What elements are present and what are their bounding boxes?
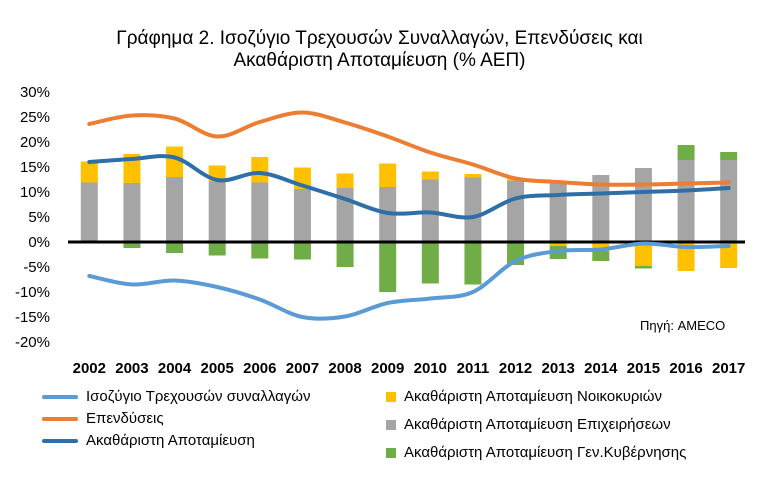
- x-tick-label: 2016: [669, 360, 702, 377]
- bar-corporations: [166, 177, 184, 242]
- chart-title-line2: Ακαθάριστη Αποταμίευση (% ΑΕΠ): [233, 50, 526, 71]
- x-tick-label: 2015: [627, 360, 660, 377]
- bar-government: [677, 145, 695, 160]
- bar-government: [336, 242, 354, 267]
- bar-corporations: [507, 180, 525, 242]
- bar-corporations: [677, 160, 695, 242]
- legend-swatch: [386, 419, 396, 430]
- bar-households: [379, 163, 397, 187]
- x-tick-label: 2013: [542, 360, 575, 377]
- legend-item-corporations: Ακαθάριστη Αποταμίευση Επιχειρήσεων: [386, 416, 671, 433]
- bar-corporations: [464, 177, 482, 242]
- y-tick-label: -20%: [15, 334, 50, 351]
- x-tick-label: 2017: [712, 360, 745, 377]
- legend-label: Ακαθάριστη Αποταμίευση: [86, 432, 255, 449]
- bar-households: [634, 242, 652, 266]
- bar-government: [251, 242, 269, 259]
- bar-households: [677, 242, 695, 271]
- bar-corporations: [123, 183, 141, 242]
- legend-swatch: [386, 447, 396, 458]
- bar-households: [549, 242, 567, 246]
- y-tick-label: 15%: [20, 159, 50, 176]
- x-tick-label: 2009: [371, 360, 404, 377]
- y-tick-label: 30%: [20, 84, 50, 101]
- legend-item-households: Ακαθάριστη Αποταμίευση Νοικοκυριών: [386, 388, 662, 405]
- bar-government: [720, 152, 738, 160]
- bar-households: [251, 157, 269, 183]
- legend-item-government: Ακαθάριστη Αποταμίευση Γεν.Κυβέρνησης: [386, 444, 686, 461]
- bar-government: [293, 242, 311, 260]
- line-gross-saving: [87, 154, 731, 220]
- legend-label: Ακαθάριστη Αποταμίευση Γεν.Κυβέρνησης: [404, 444, 687, 461]
- bar-government: [421, 242, 439, 284]
- y-tick-label: 5%: [28, 209, 50, 226]
- y-tick-label: -10%: [15, 284, 50, 301]
- legend-swatch: [42, 438, 78, 443]
- legend-label: Ισοζύγιο Τρεχουσών συναλλαγών: [86, 388, 311, 405]
- legend-label: Επενδύσεις: [86, 410, 164, 427]
- y-tick-label: 10%: [20, 184, 50, 201]
- bar-corporations: [208, 181, 226, 242]
- x-tick-label: 2014: [584, 360, 618, 377]
- legend-item-investment: Επενδύσεις: [42, 410, 164, 427]
- x-tick-label: 2010: [414, 360, 447, 377]
- y-tick-label: -5%: [23, 259, 50, 276]
- bar-households: [421, 171, 439, 180]
- legend-item-current-account: Ισοζύγιο Τρεχουσών συναλλαγών: [42, 388, 310, 405]
- chart-title-line1: Γράφημα 2. Ισοζύγιο Τρεχουσών Συναλλαγών…: [116, 28, 643, 49]
- bar-government: [592, 251, 610, 261]
- bar-corporations: [549, 181, 567, 242]
- x-tick-label: 2012: [499, 360, 532, 377]
- x-tick-label: 2007: [286, 360, 319, 377]
- legend-label: Ακαθάριστη Αποταμίευση Νοικοκυριών: [404, 388, 662, 405]
- x-tick-label: 2006: [243, 360, 276, 377]
- bar-corporations: [293, 189, 311, 242]
- x-tick-label: 2002: [73, 360, 106, 377]
- bar-households: [336, 173, 354, 188]
- bar-government: [634, 266, 652, 269]
- x-tick-label: 2008: [328, 360, 361, 377]
- x-tick-label: 2003: [115, 360, 148, 377]
- bar-households: [464, 174, 482, 178]
- y-tick-label: 20%: [20, 134, 50, 151]
- bar-households: [80, 161, 98, 183]
- x-tick-label: 2005: [201, 360, 234, 377]
- y-tick-label: 25%: [20, 109, 50, 126]
- bar-households: [592, 242, 610, 251]
- bar-corporations: [720, 160, 738, 242]
- legend-swatch: [42, 416, 78, 421]
- bar-government: [464, 242, 482, 285]
- y-tick-label: 0%: [28, 234, 50, 251]
- x-tick-label: 2011: [457, 360, 490, 377]
- bar-government: [208, 242, 226, 256]
- bar-corporations: [80, 182, 98, 242]
- bar-corporations: [251, 182, 269, 242]
- legend-item-gross-saving: Ακαθάριστη Αποταμίευση: [42, 432, 255, 449]
- bar-households: [166, 146, 184, 177]
- bar-government: [166, 242, 184, 253]
- bar-corporations: [634, 168, 652, 242]
- bar-government: [379, 242, 397, 292]
- line-investment: [87, 110, 731, 187]
- legend-swatch: [386, 391, 396, 402]
- y-tick-label: -15%: [15, 309, 50, 326]
- x-tick-label: 2004: [158, 360, 192, 377]
- source-note: Πηγή: AMECO: [640, 318, 726, 333]
- line-current-account: [87, 241, 731, 321]
- bar-households: [123, 154, 141, 183]
- legend-swatch: [42, 394, 78, 399]
- legend-label: Ακαθάριστη Αποταμίευση Επιχειρήσεων: [404, 416, 671, 433]
- bar-households: [720, 242, 738, 268]
- bar-government: [123, 242, 141, 248]
